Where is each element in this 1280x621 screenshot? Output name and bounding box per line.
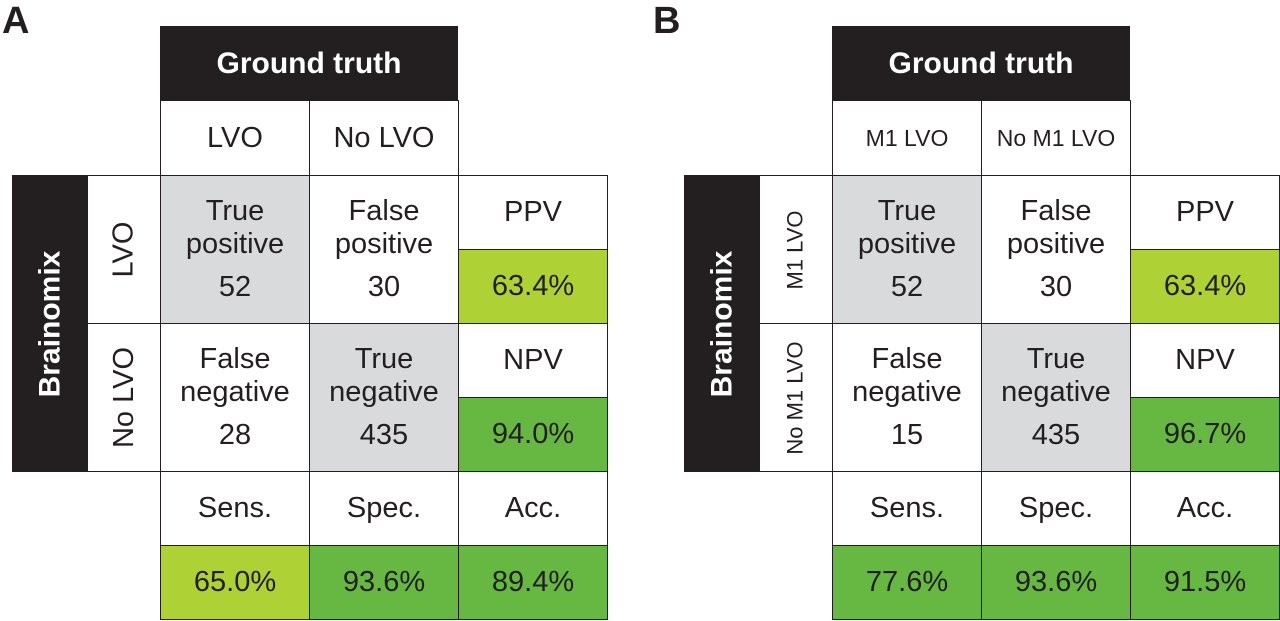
cell-label-line1: False bbox=[871, 343, 943, 375]
cell-label-line2: positive bbox=[1006, 228, 1106, 260]
row-label-positive-text: LVO bbox=[107, 221, 140, 278]
column-label-positive: M1 LVO bbox=[832, 100, 982, 176]
cell-label-line2: positive bbox=[185, 228, 285, 260]
specificity-label: Spec. bbox=[981, 471, 1131, 546]
accuracy-value: 91.5% bbox=[1130, 545, 1280, 620]
cell-label-line1: False bbox=[348, 195, 420, 227]
ppv-label: PPV bbox=[1130, 175, 1280, 250]
panel-b: B Ground truth M1 LVO No M1 LVO Brainomi… bbox=[650, 0, 1280, 621]
cell-label-line1: True bbox=[354, 343, 414, 375]
predictor-side-header: Brainomix bbox=[12, 175, 88, 472]
accuracy-value: 89.4% bbox=[458, 545, 608, 620]
cell-label-line2: positive bbox=[857, 228, 957, 260]
row-label-positive: LVO bbox=[87, 175, 161, 324]
cell-label-line1: True bbox=[1026, 343, 1086, 375]
true-positive-cell: True positive 52 bbox=[832, 175, 982, 324]
ppv-value: 63.4% bbox=[1130, 249, 1280, 324]
row-label-negative-text: No M1 LVO bbox=[783, 340, 808, 455]
cell-label-line1: True bbox=[205, 195, 265, 227]
cell-label-line1: False bbox=[1020, 195, 1092, 227]
npv-value: 94.0% bbox=[458, 397, 608, 472]
sensitivity-value: 77.6% bbox=[832, 545, 982, 620]
row-label-negative: No M1 LVO bbox=[759, 323, 833, 472]
column-label-positive: LVO bbox=[160, 100, 310, 176]
ppv-value: 63.4% bbox=[458, 249, 608, 324]
npv-label: NPV bbox=[1130, 323, 1280, 398]
panel-letter: B bbox=[653, 0, 681, 42]
true-negative-cell: True negative 435 bbox=[981, 323, 1131, 472]
npv-value: 96.7% bbox=[1130, 397, 1280, 472]
cell-count: 435 bbox=[359, 419, 409, 451]
sensitivity-label: Sens. bbox=[832, 471, 982, 546]
false-positive-cell: False positive 30 bbox=[309, 175, 459, 324]
cell-label-line2: negative bbox=[329, 376, 439, 408]
row-label-negative-text: No LVO bbox=[107, 346, 140, 449]
cell-label-line2: negative bbox=[852, 376, 962, 408]
cell-count: 52 bbox=[218, 271, 252, 303]
predictor-side-header: Brainomix bbox=[684, 175, 760, 472]
specificity-label: Spec. bbox=[309, 471, 459, 546]
cell-count: 30 bbox=[1039, 271, 1073, 303]
row-label-positive-text: M1 LVO bbox=[783, 209, 808, 290]
cell-label-line1: True bbox=[877, 195, 937, 227]
predictor-title: Brainomix bbox=[705, 250, 738, 397]
sensitivity-value: 65.0% bbox=[160, 545, 310, 620]
true-negative-cell: True negative 435 bbox=[309, 323, 459, 472]
specificity-value: 93.6% bbox=[981, 545, 1131, 620]
false-positive-cell: False positive 30 bbox=[981, 175, 1131, 324]
ppv-label: PPV bbox=[458, 175, 608, 250]
cell-count: 30 bbox=[367, 271, 401, 303]
false-negative-cell: False negative 15 bbox=[832, 323, 982, 472]
cell-label-line2: negative bbox=[180, 376, 290, 408]
panel-a: A Ground truth LVO No LVO Brainomix LVO … bbox=[0, 0, 620, 621]
cell-label-line1: False bbox=[199, 343, 271, 375]
row-label-positive: M1 LVO bbox=[759, 175, 833, 324]
specificity-value: 93.6% bbox=[309, 545, 459, 620]
column-label-negative: No LVO bbox=[309, 100, 459, 176]
cell-count: 435 bbox=[1031, 419, 1081, 451]
row-label-negative: No LVO bbox=[87, 323, 161, 472]
cell-count: 28 bbox=[218, 419, 252, 451]
false-negative-cell: False negative 28 bbox=[160, 323, 310, 472]
column-label-negative: No M1 LVO bbox=[981, 100, 1131, 176]
ground-truth-header: Ground truth bbox=[160, 26, 458, 101]
predictor-title: Brainomix bbox=[33, 250, 66, 397]
cell-label-line2: positive bbox=[334, 228, 434, 260]
cell-count: 52 bbox=[890, 271, 924, 303]
accuracy-label: Acc. bbox=[458, 471, 608, 546]
cell-label-line2: negative bbox=[1001, 376, 1111, 408]
true-positive-cell: True positive 52 bbox=[160, 175, 310, 324]
npv-label: NPV bbox=[458, 323, 608, 398]
accuracy-label: Acc. bbox=[1130, 471, 1280, 546]
cell-count: 15 bbox=[890, 419, 924, 451]
sensitivity-label: Sens. bbox=[160, 471, 310, 546]
panel-letter: A bbox=[2, 0, 30, 42]
ground-truth-header: Ground truth bbox=[832, 26, 1130, 101]
